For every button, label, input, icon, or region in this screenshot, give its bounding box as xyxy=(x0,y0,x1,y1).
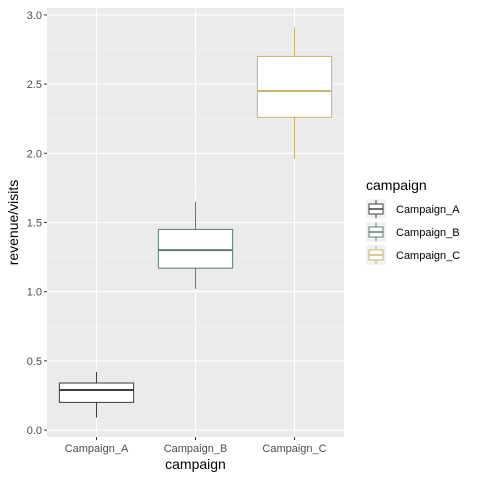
legend: campaign Campaign_A Campaign_B Campaign_C xyxy=(366,177,460,265)
y-tick-label: 2.5 xyxy=(27,79,42,91)
box-iqr xyxy=(157,228,234,269)
y-tick-label: 0.0 xyxy=(27,425,42,437)
x-axis-title: campaign xyxy=(165,456,226,472)
box-campaign-b xyxy=(157,201,234,289)
y-tick-label: 0.5 xyxy=(27,356,42,368)
y-axis-ticks: 0.0 0.5 1.0 1.5 2.0 2.5 3.0 xyxy=(27,10,47,437)
box-series xyxy=(58,27,333,418)
x-tick-label: Campaign_B xyxy=(164,443,228,455)
legend-key xyxy=(366,199,386,219)
box-campaign-a xyxy=(58,371,135,418)
legend-key xyxy=(366,245,386,265)
legend-label: Campaign_A xyxy=(396,204,460,216)
y-tick-label: 1.0 xyxy=(27,287,42,299)
legend-label: Campaign_C xyxy=(396,250,460,262)
x-tick-label: Campaign_C xyxy=(262,443,326,455)
box-campaign-c xyxy=(256,27,333,159)
x-tick-label: Campaign_A xyxy=(65,443,129,455)
box-iqr xyxy=(256,55,333,118)
legend-key xyxy=(366,222,386,242)
y-tick-label: 3.0 xyxy=(27,10,42,22)
legend-title: campaign xyxy=(366,177,427,193)
y-axis-title: revenue/visits xyxy=(5,180,21,266)
legend-label: Campaign_B xyxy=(396,227,460,239)
y-tick-label: 2.0 xyxy=(27,148,42,160)
box-iqr xyxy=(58,382,135,403)
y-tick-label: 1.5 xyxy=(27,218,42,230)
x-axis-ticks: Campaign_A Campaign_B Campaign_C xyxy=(65,437,327,455)
